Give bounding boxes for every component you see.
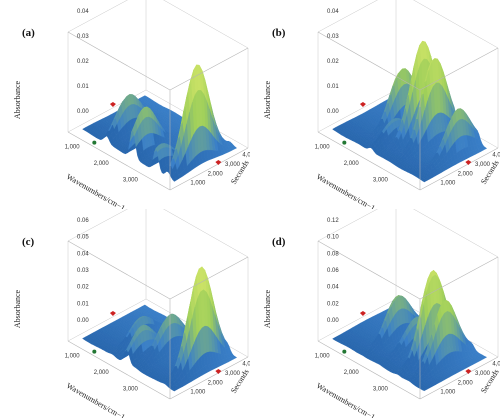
box-edge: [67, 298, 147, 342]
z-tick-label: 0.03: [77, 34, 89, 40]
box-edge: [163, 209, 249, 258]
z-tick-label: 0.01: [77, 301, 89, 307]
z-tick-label: 0.05: [77, 235, 89, 241]
box-edge: [163, 0, 249, 49]
y-tick-label: 3,000: [475, 162, 491, 168]
box-edge: [413, 0, 499, 49]
x-tick-label: 2,000: [94, 370, 110, 376]
z-tick-label: 0.00: [77, 109, 89, 115]
box-edge: [169, 256, 249, 300]
x-tick-label: 2,000: [94, 161, 110, 167]
box-edge: [169, 147, 249, 191]
red-marker: [215, 368, 222, 374]
z-tick-label: 0.00: [77, 318, 89, 324]
x-tick-label: 1,000: [65, 353, 81, 359]
box-edge: [317, 31, 421, 91]
x-axis-label: Wavenumbers/cm−1: [65, 172, 127, 209]
box-edge: [67, 31, 171, 91]
box-edge: [67, 0, 128, 33]
box-edge: [317, 0, 378, 33]
box-edge: [169, 47, 249, 91]
panel-d: (d) 0.12 0.10 0.08 0.06 0.04 0.02 0.00 Absorbanc…: [250, 209, 500, 418]
surface-chart: (c) 0.06 0.05 0.04 0.03 0.02 0.01 0.00 Absorbanc…: [13, 209, 250, 418]
y-tick-label: 2,000: [208, 380, 224, 386]
red-marker: [109, 311, 116, 317]
panel-a: (a) 0.04 0.03 0.02 0.01 0.00 Absorbance 1,000 2,…: [0, 0, 250, 209]
box-edge: [317, 89, 397, 133]
z-tick-label: 0.02: [327, 59, 339, 65]
red-marker: [465, 159, 472, 165]
z-tick-label: 0.04: [327, 9, 339, 15]
surface-chart: (a)0.040.030.020.010.00Absorbance1,0002,…: [13, 0, 250, 209]
y-tick-label: 1,000: [190, 181, 206, 187]
z-tick-label: 0.02: [77, 285, 89, 291]
y-tick-label: 3,000: [225, 162, 241, 168]
y-tick-label: 2,000: [458, 171, 474, 177]
x-tick-label: 3,000: [123, 386, 139, 392]
z-tick-label: 0.03: [77, 268, 89, 274]
surface: [332, 269, 488, 392]
y-tick-label: 4,000: [242, 153, 250, 159]
green-marker: [342, 140, 347, 145]
x-tick-label: 3,000: [123, 177, 139, 183]
box-edge: [419, 47, 499, 91]
surface-cell: [172, 388, 178, 392]
y-tick-label: 3,000: [225, 371, 241, 377]
x-axis-label: Wavenumbers/cm−1: [65, 381, 127, 418]
y-tick-label: 1,000: [440, 181, 456, 187]
panel-b: (b) 0.04 0.03 0.02 0.01 0.00 Absorbance 1,000 2,…: [250, 0, 500, 209]
x-tick-label: 1,000: [65, 144, 81, 150]
box-edge: [67, 209, 128, 242]
z-tick-label: 0.02: [77, 59, 89, 65]
x-tick-label: 3,000: [373, 177, 389, 183]
box-edge: [67, 131, 171, 191]
box-edge: [317, 209, 378, 242]
box-edge: [67, 340, 171, 400]
y-tick-label: 4,000: [242, 362, 250, 368]
z-tick-label: 0.00: [327, 109, 339, 115]
y-tick-label: 4,000: [492, 153, 500, 159]
z-tick-label: 0.04: [77, 251, 89, 257]
panel-label: (b): [272, 27, 286, 39]
green-marker: [92, 140, 97, 145]
y-tick-label: 1,000: [190, 390, 206, 396]
surface-cell: [422, 179, 428, 183]
surface: [82, 266, 238, 392]
z-axis-label: Absorbance: [263, 80, 272, 119]
box-edge: [413, 209, 499, 258]
x-tick-label: 1,000: [315, 144, 331, 150]
x-tick-label: 2,000: [344, 161, 360, 167]
panel-label: (c): [22, 236, 35, 248]
z-tick-label: 0.06: [77, 218, 89, 224]
surface-chart: (b)0.040.030.020.010.00Absorbance1,0002,…: [263, 0, 500, 209]
surface: [82, 64, 238, 182]
surface-chart: (d)0.120.100.080.060.040.020.00Absorbanc…: [263, 209, 500, 418]
box-edge: [317, 131, 421, 191]
box-edge: [169, 356, 249, 400]
z-axis-label: Absorbance: [13, 80, 22, 119]
z-tick-label: 0.03: [327, 34, 339, 40]
z-axis-label: Absorbance: [13, 289, 22, 328]
y-tick-label: 2,000: [208, 171, 224, 177]
red-marker: [215, 159, 222, 165]
box-edge: [419, 147, 499, 191]
z-tick-label: 0.01: [77, 84, 89, 90]
box-edge: [67, 240, 171, 300]
z-tick-label: 0.04: [77, 9, 89, 15]
red-marker: [359, 102, 366, 108]
red-marker: [109, 102, 116, 108]
box-edge: [317, 298, 397, 342]
green-marker: [92, 349, 97, 354]
surface-cell: [172, 177, 178, 182]
panel-label: (a): [22, 27, 35, 39]
x-axis-label: Wavenumbers/cm−1: [315, 172, 377, 209]
panel-c: (c) 0.06 0.05 0.04 0.03 0.02 0.01 0.00 Absorbanc…: [0, 209, 250, 418]
z-tick-label: 0.01: [327, 84, 339, 90]
